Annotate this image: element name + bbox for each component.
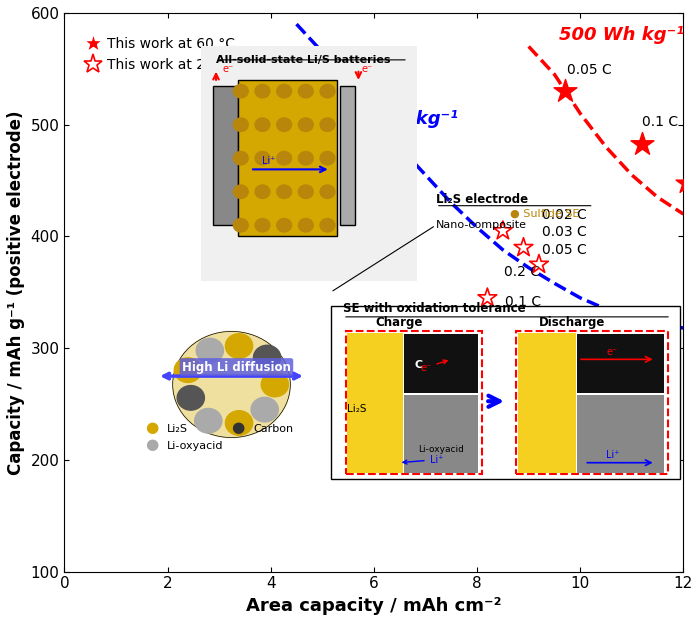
- Text: 0.05 C: 0.05 C: [568, 63, 612, 77]
- Circle shape: [225, 411, 253, 435]
- Circle shape: [174, 358, 202, 383]
- FancyBboxPatch shape: [340, 86, 356, 225]
- Circle shape: [298, 218, 313, 232]
- Circle shape: [276, 85, 292, 98]
- Point: [533, 259, 545, 269]
- Text: Charge: Charge: [375, 316, 422, 329]
- Text: SE with oxidation tolerance: SE with oxidation tolerance: [343, 302, 526, 315]
- FancyBboxPatch shape: [238, 80, 337, 236]
- Text: ●: ●: [145, 420, 158, 435]
- Text: Li⁺: Li⁺: [262, 156, 276, 166]
- FancyBboxPatch shape: [404, 394, 478, 473]
- Text: 0.05 C: 0.05 C: [542, 243, 587, 256]
- Text: Carbon: Carbon: [253, 424, 293, 434]
- Text: 0.2 C: 0.2 C: [504, 265, 540, 279]
- Circle shape: [320, 185, 335, 198]
- FancyBboxPatch shape: [346, 332, 482, 474]
- FancyBboxPatch shape: [517, 332, 668, 474]
- Text: All-solid-state Li/S batteries: All-solid-state Li/S batteries: [216, 55, 391, 65]
- Text: Li⁺: Li⁺: [403, 455, 443, 465]
- Point: [680, 178, 692, 188]
- Text: Li⁺: Li⁺: [606, 450, 620, 460]
- Circle shape: [253, 345, 281, 370]
- Text: e⁻: e⁻: [222, 63, 233, 73]
- Text: 0.02 C: 0.02 C: [542, 208, 587, 222]
- Circle shape: [298, 85, 313, 98]
- Circle shape: [173, 332, 290, 437]
- Circle shape: [320, 218, 335, 232]
- Point: [497, 226, 508, 236]
- FancyBboxPatch shape: [213, 86, 238, 225]
- FancyBboxPatch shape: [577, 394, 664, 473]
- Circle shape: [261, 372, 288, 397]
- Circle shape: [320, 152, 335, 165]
- Circle shape: [255, 185, 270, 198]
- Circle shape: [255, 218, 270, 232]
- Circle shape: [251, 397, 279, 422]
- Circle shape: [255, 152, 270, 165]
- FancyBboxPatch shape: [330, 306, 680, 480]
- Text: Li₂S: Li₂S: [167, 424, 188, 434]
- FancyBboxPatch shape: [577, 334, 664, 393]
- Circle shape: [233, 218, 248, 232]
- Circle shape: [177, 386, 204, 410]
- Text: C: C: [414, 360, 423, 369]
- Legend: This work at 60 °C, This work at 25 °C: This work at 60 °C, This work at 25 °C: [84, 31, 241, 77]
- Text: Discharge: Discharge: [539, 316, 606, 329]
- Circle shape: [233, 152, 248, 165]
- Circle shape: [320, 85, 335, 98]
- Circle shape: [320, 118, 335, 131]
- Text: Li-oxyacid: Li-oxyacid: [167, 441, 223, 451]
- Circle shape: [298, 152, 313, 165]
- Circle shape: [255, 85, 270, 98]
- Circle shape: [276, 152, 292, 165]
- Circle shape: [276, 218, 292, 232]
- Circle shape: [276, 118, 292, 131]
- Text: e⁻: e⁻: [606, 347, 617, 357]
- X-axis label: Area capacity / mAh cm⁻²: Area capacity / mAh cm⁻²: [246, 597, 502, 615]
- Circle shape: [298, 118, 313, 131]
- Circle shape: [225, 333, 253, 358]
- Text: Li₂S electrode: Li₂S electrode: [436, 193, 528, 206]
- FancyBboxPatch shape: [201, 47, 417, 281]
- Y-axis label: Capacity / mAh g⁻¹ (positive electrode): Capacity / mAh g⁻¹ (positive electrode): [7, 110, 25, 475]
- Circle shape: [196, 338, 223, 363]
- Point: [482, 293, 493, 303]
- Text: ●: ●: [145, 437, 158, 452]
- FancyBboxPatch shape: [404, 334, 478, 393]
- Text: Nano-composite: Nano-composite: [436, 220, 527, 230]
- Text: 0.1 C: 0.1 C: [505, 295, 542, 309]
- Circle shape: [195, 409, 222, 433]
- Point: [636, 139, 648, 149]
- Text: 0.1 C: 0.1 C: [642, 115, 678, 129]
- Text: 500 Wh kg⁻¹: 500 Wh kg⁻¹: [559, 26, 684, 44]
- Circle shape: [233, 185, 248, 198]
- Text: 0.03 C: 0.03 C: [542, 225, 587, 239]
- FancyBboxPatch shape: [517, 333, 576, 473]
- Text: Li₂S: Li₂S: [347, 404, 367, 414]
- Circle shape: [298, 185, 313, 198]
- Circle shape: [233, 118, 248, 131]
- Text: ●: ●: [232, 420, 245, 435]
- Circle shape: [276, 185, 292, 198]
- Text: e⁻: e⁻: [361, 63, 372, 73]
- Point: [518, 243, 529, 253]
- Circle shape: [233, 85, 248, 98]
- FancyBboxPatch shape: [347, 333, 403, 473]
- Point: [559, 86, 570, 96]
- Text: 400 Wh kg⁻¹: 400 Wh kg⁻¹: [332, 110, 458, 128]
- Text: ● Sulfide SE: ● Sulfide SE: [510, 209, 580, 219]
- Text: High Li diffusion: High Li diffusion: [182, 361, 291, 373]
- Text: e⁻: e⁻: [420, 360, 447, 373]
- Circle shape: [255, 118, 270, 131]
- Text: Li-oxyacid: Li-oxyacid: [418, 445, 463, 453]
